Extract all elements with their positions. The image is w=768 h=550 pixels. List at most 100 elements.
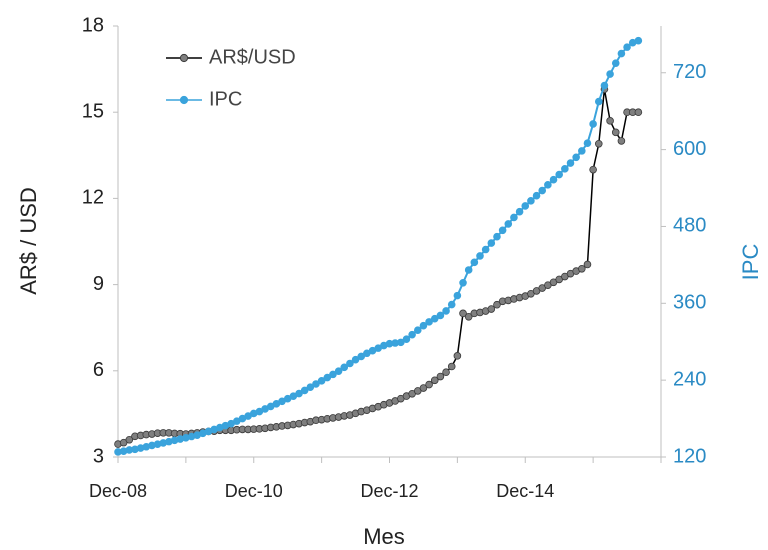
series-marker [312,380,320,388]
series-marker [510,213,518,222]
series-marker [125,435,134,444]
series-marker [329,370,337,379]
series-marker [464,266,473,274]
y2-tick-label: 120 [673,445,706,467]
series-marker [493,300,501,309]
series-marker [487,239,496,247]
series-marker [594,97,603,106]
y-tick-label: 9 [93,273,104,295]
series-marker [402,335,411,343]
x-tick-label: Dec-14 [496,481,554,501]
series-marker [538,186,547,195]
series-marker [634,36,643,45]
x-axis-label: Mes [363,524,405,549]
legend-label: IPC [209,88,242,110]
x-tick-label: Dec-10 [225,481,283,501]
y-axis-label: AR$ / USD [16,187,41,295]
series-marker [442,307,450,315]
legend-box [150,30,320,122]
y2-tick-label: 480 [673,215,706,237]
series-marker [617,49,626,58]
y-tick-label: 18 [82,14,104,36]
series-marker [430,314,439,323]
x-tick-label: Dec-08 [89,481,147,501]
series-marker [425,380,433,389]
series-marker [606,70,614,78]
series-marker [521,202,530,210]
series-marker [464,312,473,321]
y2-tick-label: 720 [673,61,706,83]
series-marker [317,376,326,385]
series-marker [623,43,631,51]
y2-tick-label: 240 [673,368,706,390]
series-marker [447,362,456,371]
y-tick-label: 12 [82,187,104,209]
x-tick-label: Dec-12 [360,481,418,501]
series-marker [413,326,422,334]
series-marker [487,305,496,313]
series-marker [634,108,643,116]
series-marker [493,232,501,241]
series-marker [617,137,626,145]
series-marker [436,372,445,381]
y2-tick-label: 600 [673,138,706,160]
series-marker [561,165,569,173]
series-marker [459,309,467,318]
series-marker [481,245,490,254]
legend-label: AR$/USD [209,46,296,68]
y2-tick-label: 360 [673,292,706,314]
series-marker [425,318,433,326]
series-marker [504,220,513,228]
series-marker [549,175,558,184]
series-marker [583,139,592,147]
series-marker [447,300,456,309]
series-marker [419,384,428,392]
series-marker [397,338,405,347]
series-marker [498,226,507,235]
series-marker [583,260,592,269]
series-marker [340,363,349,372]
series-marker [527,197,535,205]
series-marker [572,153,580,162]
series-marker [295,389,303,398]
series-marker [544,181,552,189]
series-marker [578,264,586,273]
series-marker [453,291,462,300]
series-marker [566,159,575,167]
series-marker [408,330,416,339]
series-marker [470,258,479,267]
series-marker [357,352,366,361]
series-marker [306,383,315,391]
series-marker [346,359,354,368]
series-marker [459,279,467,287]
series-marker [436,311,445,320]
series-marker [430,376,439,385]
series-marker [453,352,462,360]
series-marker [323,373,332,382]
series-marker [300,386,309,395]
series-marker [334,367,343,375]
series-marker [419,321,428,330]
series-marker [515,207,524,216]
series-marker [606,117,614,125]
series-marker [611,59,620,67]
y2-axis-label: IPC [738,244,763,281]
series-marker [555,170,563,179]
series-marker [578,147,586,155]
y-tick-label: 15 [82,100,104,122]
series-marker [442,368,450,377]
series-marker [532,191,541,200]
series-marker [594,140,603,148]
series-marker [589,165,597,174]
series-marker [351,355,360,364]
series-line [117,89,639,445]
y-tick-label: 6 [93,359,104,381]
series-marker [476,252,484,260]
y-tick-label: 3 [93,445,104,467]
series-marker [611,128,620,137]
legend-marker [179,53,189,63]
series-marker [600,81,609,90]
series-marker [589,120,597,128]
